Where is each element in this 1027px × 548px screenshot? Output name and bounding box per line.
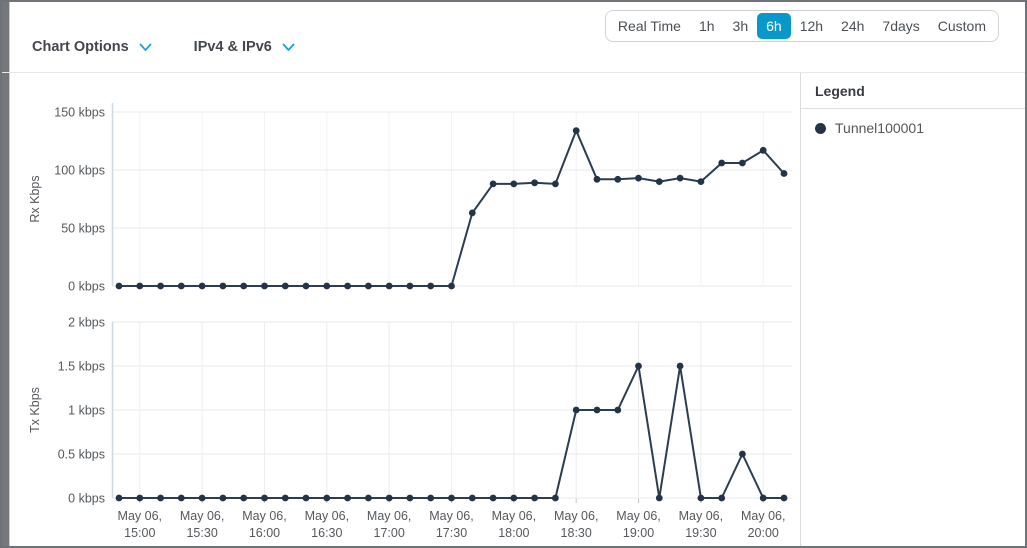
svg-text:May 06,: May 06,: [741, 509, 785, 523]
svg-text:18:30: 18:30: [561, 526, 592, 540]
time-range-selector: Real Time 1h 3h 6h 12h 24h 7days Custom: [604, 10, 999, 42]
svg-text:May 06,: May 06,: [616, 509, 660, 523]
chevron-down-icon: [139, 43, 152, 51]
svg-text:May 06,: May 06,: [679, 509, 723, 523]
svg-text:15:30: 15:30: [186, 526, 217, 540]
time-range-1h[interactable]: 1h: [698, 18, 715, 34]
svg-text:19:00: 19:00: [623, 526, 654, 540]
header-divider: [2, 72, 1025, 73]
svg-text:16:00: 16:00: [249, 526, 280, 540]
svg-text:1 kbps: 1 kbps: [68, 404, 105, 418]
legend-item-label: Tunnel100001: [835, 120, 925, 136]
rx-chart: 0 kbps 50 kbps 100 kbps 150 kbps Rx Kbps: [28, 103, 792, 294]
time-range-12h[interactable]: 12h: [799, 18, 824, 34]
time-range-3h[interactable]: 3h: [732, 18, 749, 34]
time-range-custom[interactable]: Custom: [937, 18, 986, 34]
svg-text:100 kbps: 100 kbps: [54, 164, 105, 178]
svg-text:15:00: 15:00: [124, 526, 155, 540]
chevron-down-icon: [282, 43, 295, 51]
chart-options-dropdown[interactable]: Chart Options: [32, 38, 152, 56]
time-range-7days[interactable]: 7days: [882, 18, 920, 34]
time-range-real-time[interactable]: Real Time: [617, 18, 681, 34]
legend-items: Tunnel100001: [801, 109, 1025, 147]
svg-text:16:30: 16:30: [311, 526, 342, 540]
chart-toolbar: Chart Options IPv4 & IPv6: [32, 38, 295, 56]
svg-text:18:00: 18:00: [498, 526, 529, 540]
svg-text:0 kbps: 0 kbps: [68, 280, 105, 294]
svg-text:17:30: 17:30: [436, 526, 467, 540]
ip-version-label: IPv4 & IPv6: [193, 39, 272, 55]
svg-text:Rx Kbps: Rx Kbps: [28, 175, 42, 222]
time-range-24h[interactable]: 24h: [841, 18, 865, 34]
svg-text:May 06,: May 06,: [429, 509, 473, 523]
svg-text:Tx Kbps: Tx Kbps: [28, 387, 42, 433]
svg-text:May 06,: May 06,: [118, 509, 162, 523]
series-dot-icon: [815, 122, 826, 134]
svg-text:May 06,: May 06,: [180, 509, 224, 523]
svg-text:0 kbps: 0 kbps: [68, 492, 105, 506]
left-scrollbar[interactable]: [2, 2, 10, 546]
svg-text:0.5 kbps: 0.5 kbps: [58, 448, 105, 462]
time-range-6h[interactable]: 6h: [757, 13, 791, 39]
svg-text:20:00: 20:00: [748, 526, 779, 540]
svg-text:1.5 kbps: 1.5 kbps: [58, 360, 105, 374]
legend-title: Legend: [801, 73, 1025, 109]
svg-text:17:00: 17:00: [374, 526, 405, 540]
svg-text:2 kbps: 2 kbps: [68, 316, 105, 330]
svg-text:May 06,: May 06,: [242, 509, 286, 523]
svg-text:50 kbps: 50 kbps: [61, 222, 105, 236]
traffic-charts: 0 kbps 50 kbps 100 kbps 150 kbps Rx Kbps May …: [28, 103, 792, 540]
svg-text:May 06,: May 06,: [492, 509, 536, 523]
chart-options-label: Chart Options: [32, 39, 129, 55]
svg-text:May 06,: May 06,: [305, 509, 349, 523]
legend-panel: Legend Tunnel100001: [800, 73, 1025, 546]
svg-text:May 06,: May 06,: [554, 509, 598, 523]
tx-chart: May 06, 15:00 May 06, 15:30 May 06, 16:00 May …: [28, 316, 792, 540]
ip-version-dropdown[interactable]: IPv4 & IPv6: [194, 38, 295, 56]
svg-text:19:30: 19:30: [685, 526, 716, 540]
svg-text:150 kbps: 150 kbps: [54, 106, 105, 120]
legend-item[interactable]: Tunnel100001: [801, 109, 1025, 147]
svg-text:May 06,: May 06,: [367, 509, 411, 523]
